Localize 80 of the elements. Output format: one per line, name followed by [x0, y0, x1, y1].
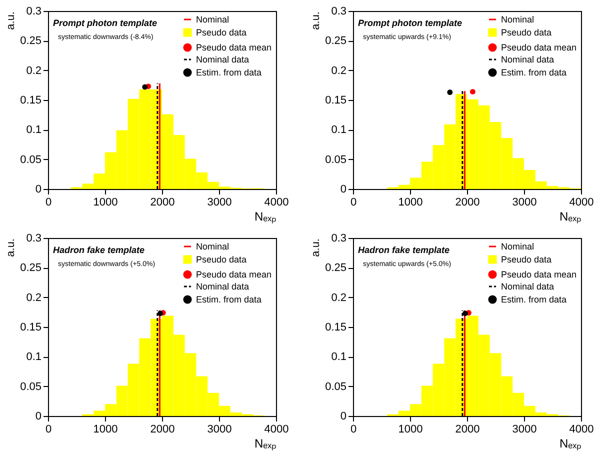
- legend-label: Pseudo data: [196, 254, 247, 264]
- x-axis-title: Nₑₓₚ: [559, 436, 582, 450]
- y-tick-label: 0.25: [20, 35, 42, 48]
- y-tick-label: 0: [340, 184, 346, 196]
- x-tick-label: 1000: [93, 196, 118, 208]
- x-tick-label: 0: [350, 196, 357, 208]
- legend-label: Pseudo data mean: [501, 42, 577, 52]
- x-tick-label: 0: [45, 196, 52, 208]
- x-tick-label: 1000: [398, 424, 423, 436]
- legend-label: Pseudo data mean: [501, 270, 577, 280]
- legend-label: Pseudo data mean: [196, 42, 272, 52]
- legend-label: Nominal data: [196, 282, 250, 292]
- x-tick-label: 0: [350, 424, 357, 436]
- legend-label: Pseudo data mean: [196, 270, 272, 280]
- y-tick-label: 0.25: [325, 35, 346, 48]
- x-axis-title: Nₑₓₚ: [559, 210, 582, 224]
- y-tick-label: 0.3: [331, 6, 346, 18]
- x-tick-label: 1000: [398, 196, 423, 208]
- legend-label: Nominal: [501, 242, 534, 252]
- y-tick-label: 0.3: [331, 232, 346, 244]
- x-tick-label: 2000: [455, 424, 480, 436]
- legend-label: Nominal data: [501, 54, 554, 64]
- legend-label: Nominal: [196, 14, 230, 24]
- annotation: Prompt photon template: [53, 18, 157, 28]
- legend-label: Estim. from data: [196, 68, 262, 78]
- y-tick-label: 0.2: [26, 292, 42, 304]
- y-tick-label: 0.15: [20, 94, 42, 106]
- y-tick-label: 0.05: [325, 380, 346, 393]
- x-tick-label: 4000: [264, 424, 289, 436]
- x-axis-title: Nₑₓₚ: [254, 210, 276, 224]
- x-tick-label: 2000: [150, 196, 175, 208]
- legend-label: Estim. from data: [501, 294, 567, 304]
- y-tick-label: 0.15: [20, 322, 42, 334]
- y-tick-label: 0.05: [20, 154, 42, 166]
- y-tick-label: 0.1: [331, 351, 346, 364]
- y-tick-label: 0.05: [20, 380, 42, 393]
- y-tick-label: 0.15: [325, 322, 346, 334]
- annotation: Prompt photon template: [358, 18, 462, 28]
- y-tick-label: 0.2: [26, 64, 42, 77]
- x-tick-label: 3000: [207, 196, 232, 208]
- y-tick-label: 0.3: [26, 232, 42, 244]
- y-tick-label: 0.2: [331, 292, 346, 304]
- legend-label: Pseudo data: [501, 28, 552, 38]
- y-axis-title: a.u.: [310, 12, 322, 30]
- x-tick-label: 4000: [264, 196, 289, 208]
- x-tick-label: 4000: [569, 424, 594, 436]
- x-tick-label: 3000: [207, 424, 232, 436]
- y-tick-label: 0.2: [331, 64, 346, 77]
- y-axis-title: a.u.: [5, 12, 18, 30]
- y-tick-label: 0.1: [331, 124, 346, 136]
- x-tick-label: 2000: [150, 424, 175, 436]
- y-tick-label: 0.3: [26, 6, 42, 18]
- x-tick-label: 1000: [93, 424, 118, 436]
- legend-label: Pseudo data: [196, 28, 247, 38]
- y-axis-title: a.u.: [310, 238, 322, 257]
- legend-label: Estim. from data: [501, 68, 567, 78]
- y-tick-label: 0: [35, 410, 42, 422]
- y-tick-label: 0.1: [26, 351, 42, 364]
- legend-label: Nominal data: [501, 282, 554, 292]
- legend-label: Pseudo data: [501, 254, 552, 264]
- y-tick-label: 0.15: [325, 94, 346, 106]
- y-tick-label: 0.25: [20, 262, 42, 274]
- x-tick-label: 3000: [512, 424, 537, 436]
- x-axis-title: Nₑₓₚ: [254, 436, 276, 450]
- legend-label: Nominal data: [196, 54, 250, 64]
- x-tick-label: 3000: [512, 196, 537, 208]
- annotation: Hadron fake template: [358, 245, 450, 255]
- x-tick-label: 2000: [455, 196, 480, 208]
- annotation: Hadron fake template: [53, 245, 145, 255]
- y-tick-label: 0.1: [26, 124, 42, 136]
- y-tick-label: 0.25: [325, 262, 346, 274]
- legend-label: Nominal: [501, 14, 534, 24]
- legend-label: Estim. from data: [196, 294, 262, 304]
- x-tick-label: 4000: [569, 196, 594, 208]
- y-tick-label: 0: [340, 410, 346, 422]
- y-axis-title: a.u.: [5, 238, 18, 257]
- y-tick-label: 0: [35, 184, 42, 196]
- y-tick-label: 0.05: [325, 154, 346, 166]
- x-tick-label: 0: [45, 424, 52, 436]
- legend-label: Nominal: [196, 242, 230, 252]
